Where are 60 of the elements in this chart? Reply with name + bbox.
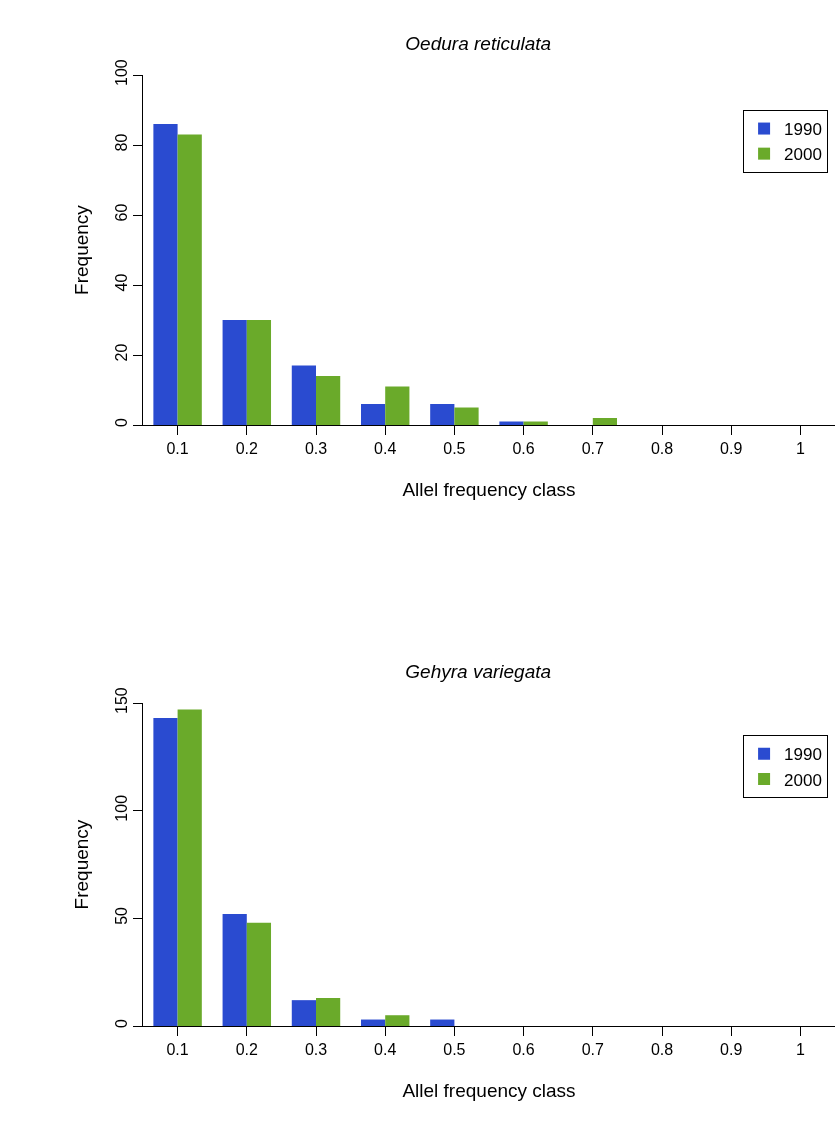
x-tick-label: 1: [795, 1041, 805, 1059]
x-tick-label: 0.8: [650, 440, 674, 458]
bar: [360, 1019, 386, 1026]
bar: [454, 407, 479, 425]
bar: [385, 386, 410, 425]
legend-label: 2000: [784, 770, 822, 790]
bar: [291, 365, 316, 425]
y-tick-label: 0: [112, 1019, 130, 1029]
y-tick-label: 150: [112, 687, 130, 714]
x-tick-label: 0.4: [374, 440, 397, 458]
x-tick-label: 0.7: [581, 1041, 605, 1059]
x-tick-label: 0.6: [512, 440, 535, 458]
x-tick-label: 0.4: [374, 1041, 397, 1059]
y-tick-label: 50: [112, 906, 130, 925]
x-tick-label: 0.1: [166, 1041, 189, 1059]
y-tick-label: 100: [112, 59, 130, 86]
y-tick-label: 20: [112, 343, 130, 362]
y-tick-label: 0: [112, 418, 130, 428]
legend-label: 2000: [784, 145, 822, 165]
x-tick-label: 0.9: [720, 1041, 743, 1059]
chart-title: Gehyra variegata: [405, 660, 552, 682]
legend-label: 1990: [784, 120, 822, 140]
bar: [246, 922, 272, 1026]
x-tick-label: 0.2: [235, 1041, 259, 1059]
bar: [430, 404, 455, 425]
bar: [222, 320, 247, 425]
bar: [385, 1015, 410, 1026]
x-tick-label: 0.1: [166, 440, 189, 458]
x-tick-label: 0.8: [650, 1041, 674, 1059]
x-tick-label: 0.6: [512, 1041, 535, 1059]
x-tick-label: 0.5: [443, 1041, 466, 1059]
bar: [153, 718, 178, 1026]
y-axis-title: Frequency: [71, 819, 93, 910]
x-tick-label: 0.7: [581, 440, 605, 458]
bar: [360, 404, 386, 425]
bar: [316, 376, 341, 425]
bar: [177, 709, 202, 1026]
legend-label: 1990: [784, 745, 822, 765]
x-tick-label: 0.9: [720, 440, 743, 458]
bar: [153, 124, 178, 425]
x-axis-title: Allel frequency class: [402, 1080, 576, 1101]
bar: [592, 418, 618, 425]
bar: [177, 134, 202, 425]
x-tick-label: 1: [795, 440, 805, 458]
x-tick-label: 0.2: [235, 440, 259, 458]
bar: [291, 1000, 316, 1026]
y-axis-title: Frequency: [71, 204, 93, 295]
x-axis-title: Allel frequency class: [402, 479, 576, 500]
x-tick-label: 0.5: [443, 440, 466, 458]
x-tick-label: 0.3: [304, 440, 328, 458]
bar: [246, 320, 272, 425]
bar: [430, 1019, 455, 1026]
bar: [316, 998, 341, 1026]
y-tick-label: 40: [112, 273, 130, 292]
x-tick-label: 0.3: [304, 1041, 328, 1059]
y-tick-label: 60: [112, 203, 130, 222]
y-tick-label: 100: [112, 794, 130, 822]
bar: [222, 914, 247, 1026]
chart-title: Oedura reticulata: [405, 32, 552, 54]
y-tick-label: 80: [112, 133, 130, 152]
